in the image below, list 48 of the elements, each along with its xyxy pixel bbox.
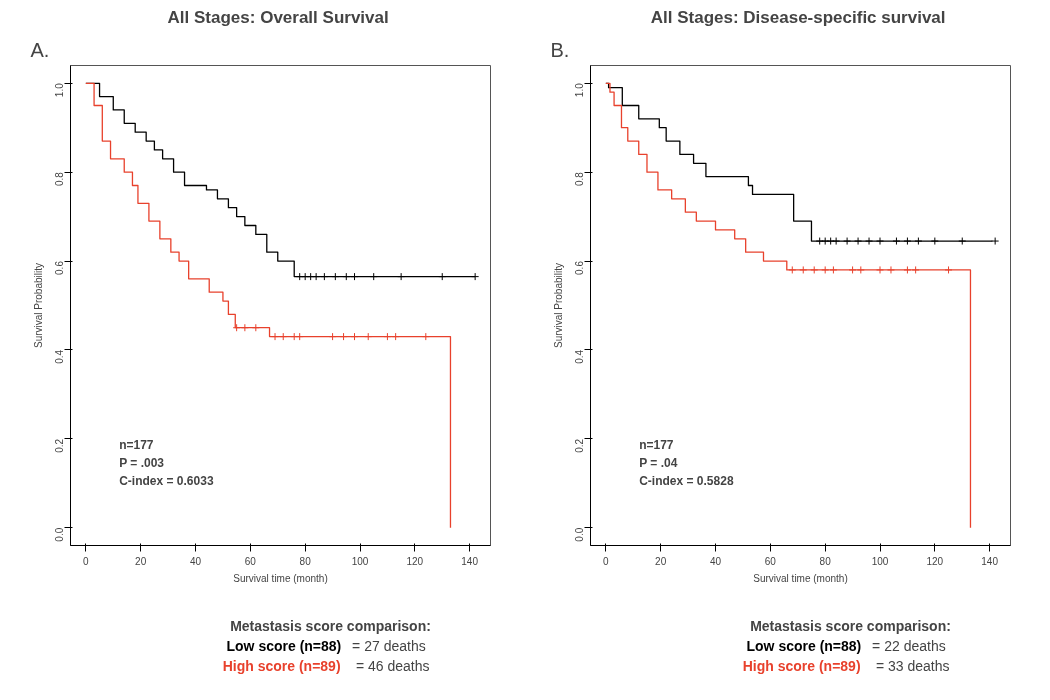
annotation: n=177 P = .04 C-index = 0.5828 [639,438,734,488]
x-tick-label: 140 [461,555,479,567]
text: = 27 deaths [352,637,426,654]
text: B. [550,38,570,61]
x-tick-label: 120 [406,555,424,567]
y-tick-label: 1.0 [54,82,66,98]
text: Metastasis score comparison: [230,617,431,634]
x-tick-label: 80 [299,555,312,567]
x-tick-label: 20 [655,555,667,567]
y-tick-label: 0.4 [574,349,586,364]
x-tick-label: 100 [351,555,369,567]
y-axis-title: Survival Probability [32,262,44,349]
y-tick-label: 0.4 [54,349,66,364]
y-tick-label: 0.6 [54,260,66,275]
text: = 33 deaths [875,657,950,674]
text: = 22 deaths [872,637,946,654]
x-tick-label: 100 [871,555,889,567]
text: High score (n=89) [742,657,861,674]
y-tick-label: 0.0 [54,527,66,542]
y-tick-label: 1.0 [574,82,586,98]
x-tick-label: 0 [603,555,610,567]
y-axis-title: Survival Probability [552,262,564,349]
x-axis-title: Survival time (month) [753,572,848,584]
x-tick-label: 0 [83,555,90,567]
text: Low score (n=88) [746,637,862,654]
x-tick-label: 40 [709,555,722,567]
x-tick-label: 40 [189,555,202,567]
annotation: n=177 P = .003 C-index = 0.6033 [119,438,214,488]
x-tick-label: 60 [244,555,257,567]
text: Metastasis score comparison: [750,617,951,634]
y-tick-label: 0.0 [574,527,586,542]
x-tick-label: 20 [135,555,147,567]
chart-title: All Stages: Overall Survival [167,7,389,27]
x-axis-title: Survival time (month) [233,572,328,584]
x-tick-label: 140 [981,555,999,567]
x-tick-label: 80 [819,555,832,567]
text: = 46 deaths [355,657,430,674]
y-tick-label: 0.8 [54,171,66,187]
y-tick-label: 0.6 [574,260,586,275]
y-tick-label: 0.2 [54,438,66,453]
y-tick-label: 0.2 [574,438,586,453]
y-tick-label: 0.8 [574,171,586,187]
x-tick-label: 120 [926,555,944,567]
x-tick-label: 60 [764,555,777,567]
chart-title: All Stages: Disease-specific survival [650,7,946,27]
text: A. [30,38,50,61]
text: Low score (n=88) [226,637,342,654]
text: High score (n=89) [222,657,341,674]
